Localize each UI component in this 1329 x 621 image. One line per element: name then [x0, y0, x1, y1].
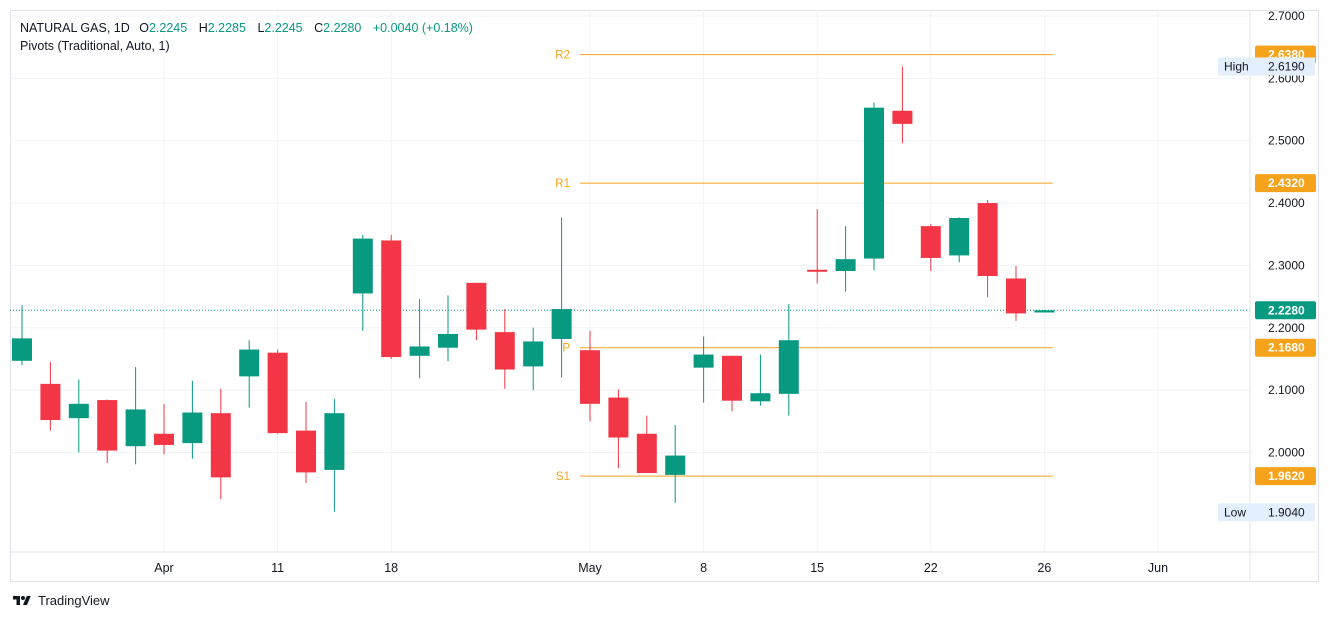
candle-body — [1006, 278, 1026, 314]
chart-legend: NATURAL GAS, 1D O2.2245 H2.2285 L2.2245 … — [20, 19, 473, 55]
candle-body — [409, 346, 430, 356]
candles[interactable] — [12, 66, 1055, 512]
pivot-name-s1: S1 — [556, 471, 570, 483]
price-tick-label: 2.1000 — [1268, 383, 1305, 397]
last-price-label: 2.2280 — [1268, 303, 1305, 317]
candle-body — [494, 332, 515, 370]
candle-body — [466, 282, 487, 330]
candle-body — [665, 455, 686, 475]
pivot-price-label: 2.4320 — [1268, 176, 1305, 190]
high-marker-value: 2.6190 — [1268, 60, 1305, 74]
candle-body — [864, 107, 884, 259]
high-value: 2.2285 — [207, 21, 246, 35]
low-marker-value: 1.9040 — [1268, 505, 1305, 519]
candle-body — [438, 333, 458, 348]
price-tick-label: 2.4000 — [1268, 196, 1305, 210]
time-axis[interactable]: Apr 11 18 May 8 15 22 26 Jun — [10, 551, 1319, 575]
time-tick-label: 15 — [810, 561, 824, 575]
open-label: O — [139, 21, 149, 35]
candle-body — [210, 413, 231, 478]
candle-body — [949, 218, 970, 256]
price-axis[interactable]: 2.70002.60002.50002.40002.30002.20002.10… — [1218, 9, 1316, 582]
close-value: 2.2280 — [323, 21, 362, 35]
change-value: +0.0040 (+0.18%) — [372, 21, 473, 35]
candle-body — [40, 383, 61, 421]
pivot-price-label: 1.9620 — [1268, 469, 1305, 483]
candle-body — [608, 397, 629, 438]
pivot-price-label: 2.1680 — [1268, 341, 1305, 355]
price-tick-label: 2.0000 — [1268, 445, 1305, 459]
high-marker-text: High — [1224, 60, 1249, 74]
candle-body — [977, 203, 998, 276]
candle-body — [778, 340, 799, 394]
time-tick-label: Jun — [1148, 561, 1168, 575]
candle-body — [267, 352, 288, 434]
symbol-legend-row: NATURAL GAS, 1D O2.2245 H2.2285 L2.2245 … — [20, 19, 473, 37]
last-price-badge — [1255, 301, 1316, 320]
candle-body — [381, 240, 402, 358]
open-value: 2.2245 — [148, 21, 188, 35]
candle-body — [154, 433, 174, 445]
indicator-legend-row[interactable]: Pivots (Traditional, Auto, 1) — [20, 37, 473, 55]
pivot-name-r1: R1 — [555, 178, 570, 190]
time-tick-label: 18 — [384, 561, 398, 575]
time-tick-label: Apr — [154, 561, 173, 575]
tradingview-logo-icon — [13, 595, 31, 605]
close-label: C — [314, 21, 324, 35]
candle-body — [182, 412, 203, 444]
price-tick-label: 2.7000 — [1268, 9, 1305, 23]
pivot-name-r2: R2 — [555, 50, 570, 62]
candle-body — [97, 400, 118, 451]
pivot-lines: R2 R1 P S1 — [10, 50, 1250, 483]
symbol-title[interactable]: NATURAL GAS, 1D — [20, 21, 130, 35]
indicator-title[interactable]: Pivots (Traditional, Auto, 1) — [20, 39, 170, 53]
pivot-price-badge — [1255, 338, 1316, 357]
candle-body — [835, 259, 856, 272]
price-tick-label: 2.5000 — [1268, 134, 1305, 148]
candle-body — [125, 409, 146, 447]
candle-body — [352, 238, 373, 294]
low-label: L — [257, 21, 265, 35]
brand-name: TradingView — [38, 593, 110, 608]
chart-frame — [10, 10, 1319, 582]
candle-body — [68, 403, 89, 419]
time-tick-label: 11 — [271, 561, 284, 575]
pivot-name-p: P — [562, 343, 570, 355]
candle-body — [636, 433, 657, 474]
high-label: H — [198, 21, 208, 35]
time-tick-label: 22 — [924, 561, 938, 575]
price-tick-label: 2.2000 — [1268, 321, 1305, 335]
candle-body — [580, 350, 600, 404]
candle-body — [693, 354, 714, 368]
grid-lines — [10, 10, 1250, 552]
time-tick-label: 8 — [700, 561, 707, 575]
candle-body — [551, 309, 572, 339]
low-value: 2.2245 — [264, 21, 303, 35]
candle-body — [12, 338, 32, 361]
price-tick-label: 2.3000 — [1268, 258, 1305, 272]
candle-body — [807, 269, 828, 272]
candle-body — [1034, 310, 1055, 313]
low-marker-badge — [1218, 503, 1315, 522]
candle-body — [920, 226, 941, 258]
tradingview-brand[interactable]: TradingView — [12, 593, 110, 608]
time-tick-label: May — [578, 561, 602, 575]
candle-body — [296, 430, 316, 473]
candle-body — [892, 110, 913, 124]
candle-body — [239, 349, 260, 377]
candle-body — [523, 341, 544, 367]
pivot-price-badge — [1255, 174, 1316, 193]
high-marker-badge — [1218, 57, 1315, 76]
candle-body — [750, 393, 771, 402]
candle-body — [722, 355, 742, 401]
candle-body — [324, 413, 345, 470]
pivot-price-badge — [1255, 467, 1316, 486]
low-marker-text: Low — [1224, 505, 1246, 519]
time-tick-label: 26 — [1037, 561, 1051, 575]
